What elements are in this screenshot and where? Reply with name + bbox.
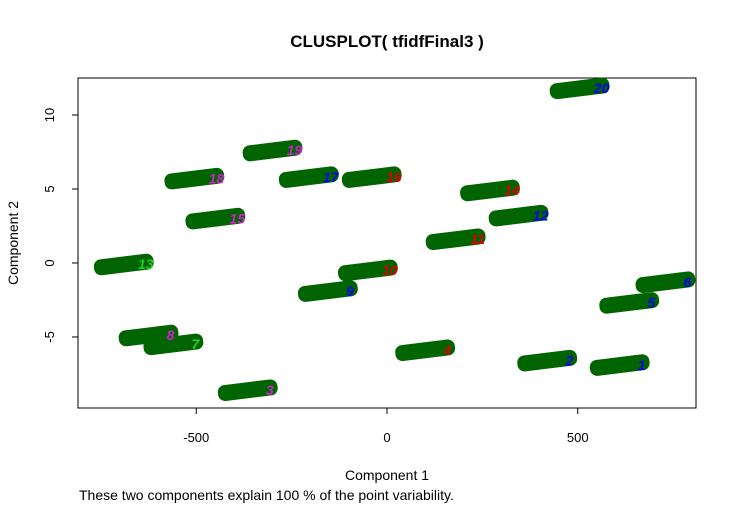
chart-title: CLUSPLOT( tfidfFinal3 )	[290, 32, 484, 51]
point-label-5: 5	[647, 295, 655, 311]
point-label-12: 12	[533, 207, 549, 223]
point-label-6: 6	[684, 274, 692, 290]
point-mark-18	[164, 167, 225, 190]
point-mark-3	[217, 379, 278, 402]
point-label-13: 13	[138, 256, 154, 272]
point-mark-4	[395, 339, 456, 362]
point-mark-8	[118, 324, 179, 347]
plot-frame	[77, 77, 697, 409]
point-label-16: 16	[386, 169, 402, 185]
point-marks	[93, 77, 696, 402]
point-label-17: 17	[323, 169, 340, 185]
point-label-14: 14	[504, 182, 520, 198]
point-mark-6	[635, 271, 696, 294]
point-label-7: 7	[191, 336, 200, 352]
point-mark-13	[93, 253, 154, 276]
point-mark-2	[517, 349, 578, 372]
point-label-15: 15	[230, 210, 246, 226]
point-mark-9	[297, 280, 358, 302]
x-axis: -500 0 500	[183, 408, 589, 445]
point-mark-1	[589, 354, 650, 376]
y-tick-label: -5	[42, 331, 57, 343]
x-tick-label: 500	[567, 430, 589, 445]
point-mark-17	[278, 166, 339, 188]
point-mark-11	[425, 228, 486, 251]
point-mark-10	[337, 259, 398, 282]
point-label-8: 8	[167, 327, 175, 343]
point-label-19: 19	[287, 142, 303, 158]
y-axis-title: Component 2	[5, 201, 21, 285]
point-label-4: 4	[442, 342, 451, 358]
y-axis: -5 0 5 10	[42, 108, 78, 343]
x-axis-title: Component 1	[345, 467, 429, 483]
point-mark-19	[242, 139, 303, 162]
point-label-20: 20	[593, 80, 610, 96]
point-label-11: 11	[470, 231, 485, 247]
y-tick-label: 0	[42, 259, 57, 266]
point-mark-14	[460, 179, 520, 202]
point-mark-16	[341, 166, 402, 188]
point-mark-5	[599, 292, 660, 314]
point-label-9: 9	[346, 283, 354, 299]
point-mark-20	[549, 77, 610, 100]
point-label-18: 18	[209, 170, 225, 186]
point-mark-15	[185, 207, 246, 230]
point-label-2: 2	[564, 352, 573, 368]
y-tick-label: 5	[42, 185, 57, 192]
variability-note: These two components explain 100 % of th…	[79, 487, 454, 503]
y-tick-label: 10	[42, 108, 57, 122]
point-mark-12	[488, 204, 549, 227]
x-tick-label: 0	[383, 430, 390, 445]
point-label-3: 3	[266, 382, 274, 398]
x-tick-label: -500	[183, 430, 209, 445]
point-label-10: 10	[382, 262, 398, 278]
point-label-1: 1	[638, 357, 646, 373]
